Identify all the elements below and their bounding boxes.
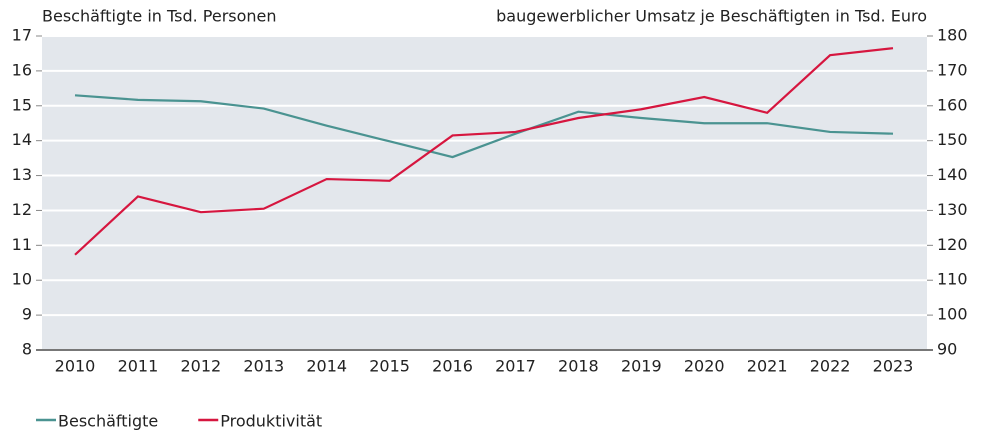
x-tick-label: 2022 [810, 357, 851, 376]
x-tick-label: 2019 [621, 357, 662, 376]
plot-area [42, 36, 927, 350]
y-tick-label: 10 [12, 270, 32, 289]
x-tick-label: 2020 [684, 357, 725, 376]
y-tick-label: 17 [12, 26, 32, 45]
y2-tick-label: 170 [937, 60, 968, 79]
y2-tick-label: 140 [937, 165, 968, 184]
legend-label: Beschäftigte [58, 412, 158, 431]
y-tick-label: 11 [12, 235, 32, 254]
y2-tick-label: 130 [937, 200, 968, 219]
y-axis-title: Beschäftigte in Tsd. Personen [42, 7, 277, 26]
y2-tick-label: 110 [937, 270, 968, 289]
y2-tick-label: 160 [937, 95, 968, 114]
x-tick-label: 2012 [180, 357, 221, 376]
x-tick-label: 2016 [432, 357, 473, 376]
y-tick-label: 13 [12, 165, 32, 184]
data-line [74, 47, 894, 256]
y-tick-label: 9 [22, 305, 32, 324]
y2-axis-title: baugewerblicher Umsatz je Beschäftigten … [496, 7, 927, 26]
y-tick-label: 14 [12, 130, 32, 149]
y2-tick-label: 90 [937, 340, 957, 359]
y-tick-label: 15 [12, 95, 32, 114]
y2-tick-label: 100 [937, 305, 968, 324]
y2-tick-label: 180 [937, 26, 968, 45]
x-tick-label: 2011 [118, 357, 159, 376]
y-tick-label: 16 [12, 60, 32, 79]
x-tick-label: 2021 [747, 357, 788, 376]
y2-tick-label: 120 [937, 235, 968, 254]
y-tick-label: 8 [22, 340, 32, 359]
x-tick-label: 2018 [558, 357, 599, 376]
y-tick-label: 12 [12, 200, 32, 219]
x-tick-label: 2023 [873, 357, 914, 376]
x-tick-label: 2017 [495, 357, 536, 376]
x-tick-label: 2013 [243, 357, 284, 376]
x-tick-label: 2014 [306, 357, 347, 376]
y2-tick-label: 150 [937, 130, 968, 149]
x-tick-label: 2015 [369, 357, 410, 376]
data-line [74, 94, 894, 159]
x-tick-label: 2010 [55, 357, 96, 376]
legend-label: Produktivität [220, 412, 322, 431]
